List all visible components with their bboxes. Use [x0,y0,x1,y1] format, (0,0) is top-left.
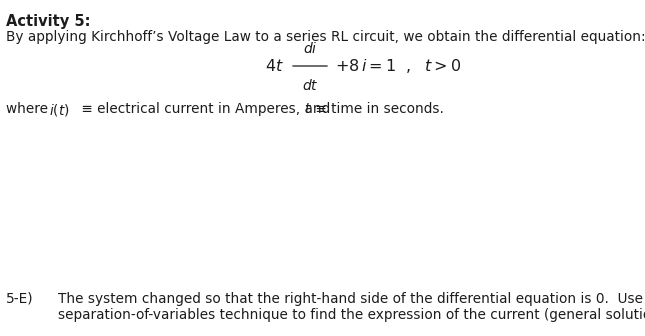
Text: $dt$: $dt$ [302,78,319,93]
Text: By applying Kirchhoff’s Voltage Law to a series RL circuit, we obtain the differ: By applying Kirchhoff’s Voltage Law to a… [6,30,645,44]
Text: separation-of-variables technique to find the expression of the current (general: separation-of-variables technique to fin… [58,308,645,322]
Text: $i(t)$: $i(t)$ [49,102,70,118]
Text: $t$: $t$ [304,102,312,116]
Text: 5-E): 5-E) [6,292,34,306]
Text: $4t$: $4t$ [265,58,284,74]
Text: Activity 5:: Activity 5: [6,14,90,29]
Text: $di$: $di$ [303,41,317,56]
Text: ≡ time in seconds.: ≡ time in seconds. [311,102,444,116]
Text: The system changed so that the right-hand side of the differential equation is 0: The system changed so that the right-han… [58,292,645,306]
Text: $+8\,i = 1\ \ ,\ \ t > 0$: $+8\,i = 1\ \ ,\ \ t > 0$ [335,57,461,75]
Text: where: where [6,102,57,116]
Text: ≡ electrical current in Amperes, and: ≡ electrical current in Amperes, and [77,102,335,116]
